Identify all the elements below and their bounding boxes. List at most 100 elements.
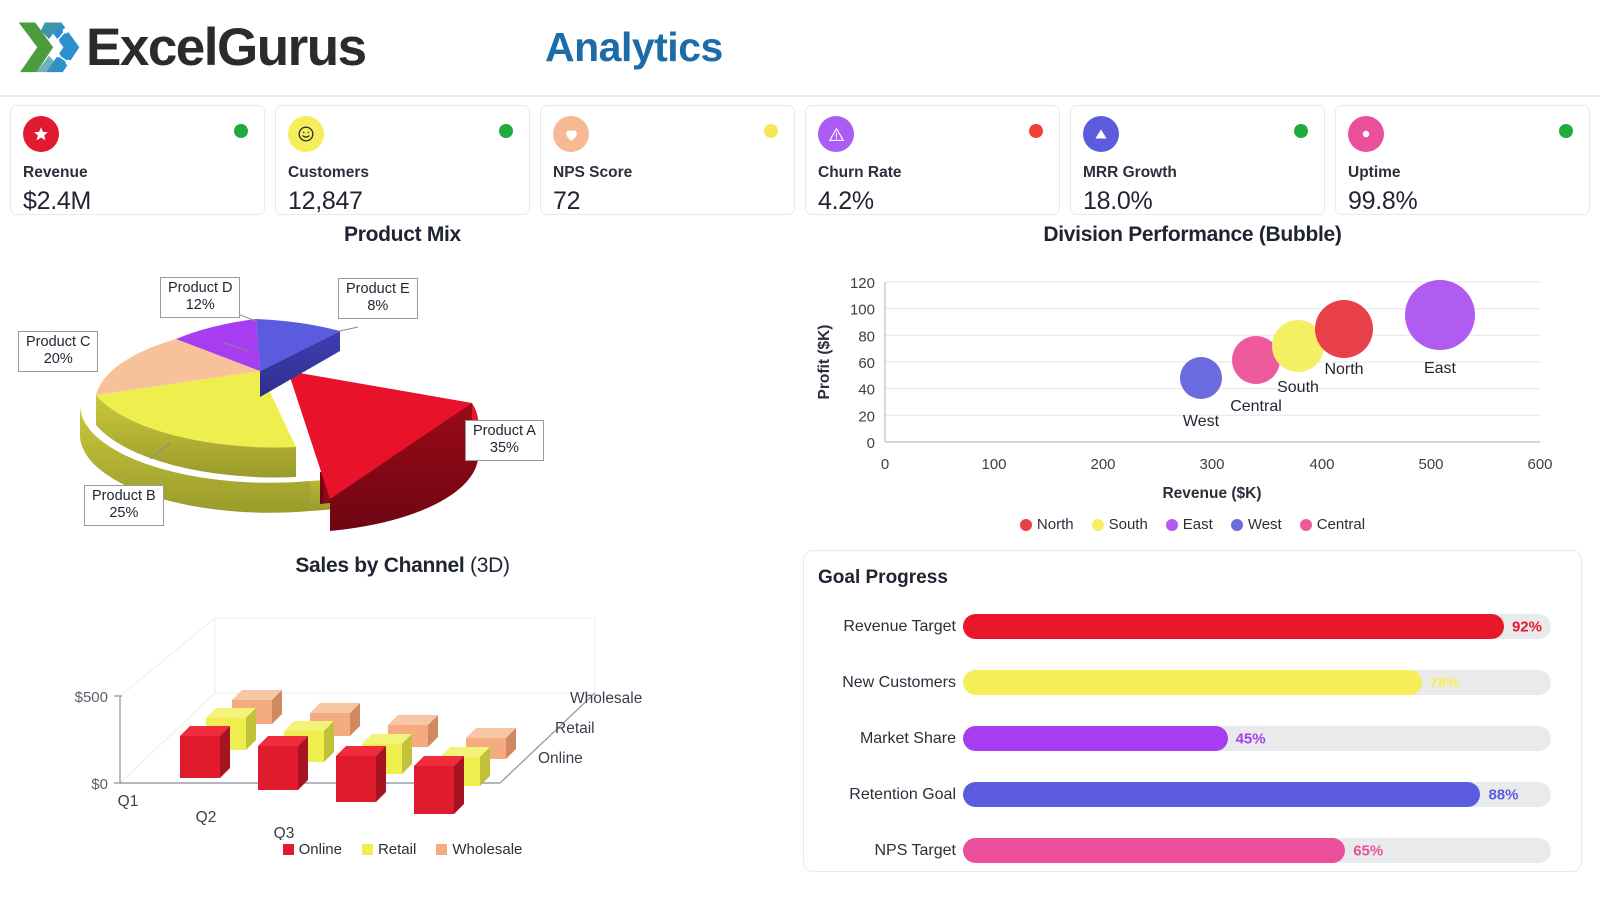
goal-percent: 92% (1511, 618, 1542, 635)
goal-row-market-share[interactable]: Market Share 45% (818, 715, 1551, 762)
bubble-y-axis-title: Profit ($K) (816, 325, 833, 400)
legend-item-central[interactable]: Central (1299, 516, 1365, 533)
kpi-label: MRR Growth (1083, 164, 1177, 181)
goal-track[interactable]: 65% (963, 838, 1551, 863)
product-mix-panel: Product Mix (10, 215, 795, 540)
pie-slice-product-c[interactable] (96, 339, 260, 395)
kpi-card-churn-rate[interactable]: Churn Rate 4.2% (805, 105, 1060, 215)
legend-item-east[interactable]: East (1165, 516, 1213, 533)
svg-text:500: 500 (1418, 456, 1443, 473)
kpi-card-mrr-growth[interactable]: MRR Growth 18.0% (1070, 105, 1325, 215)
bubble-central[interactable] (1232, 336, 1280, 384)
svg-text:200: 200 (1090, 456, 1115, 473)
svg-text:100: 100 (981, 456, 1006, 473)
bar3d-ytick-0: $0 (91, 776, 108, 793)
goal-label: New Customers (842, 673, 956, 691)
bubble-label-south: South (1277, 379, 1319, 396)
division-performance-title: Division Performance (Bubble) (1043, 223, 1342, 246)
status-badge (764, 124, 778, 138)
bubble-svg: 120 100 80 60 40 20 0 0 100 200 300 400 … (816, 275, 1553, 502)
goal-progress-panel: Goal Progress Revenue Target 92% New Cus… (795, 540, 1590, 884)
pie-slice-product-b[interactable] (90, 370, 296, 478)
dashboard-grid: Product Mix (0, 215, 1600, 884)
sales-by-channel-chart: $500 $0 (10, 578, 795, 858)
bar3d-ztick-online: Online (538, 750, 583, 767)
kpi-card-nps-score[interactable]: NPS Score 72 (540, 105, 795, 215)
bubble-west[interactable] (1180, 357, 1222, 399)
bar3d-bar[interactable] (180, 726, 230, 778)
legend-dot-north (1019, 518, 1032, 531)
bubble-east[interactable] (1405, 280, 1475, 350)
kpi-card-customers[interactable]: Customers 12,847 (275, 105, 530, 215)
kpi-label: Customers (288, 164, 369, 181)
goal-track[interactable]: 88% (963, 782, 1551, 807)
kpi-label: Churn Rate (818, 164, 902, 181)
legend-swatch-retail (361, 844, 373, 855)
donut-circle-icon (1348, 116, 1384, 152)
goal-percent: 65% (1353, 842, 1384, 859)
division-performance-chart: 120 100 80 60 40 20 0 0 100 200 300 400 … (795, 247, 1590, 514)
legend-label: East (1182, 516, 1213, 533)
svg-text:80: 80 (858, 328, 875, 345)
goal-row-retention-goal[interactable]: Retention Goal 88% (818, 771, 1551, 818)
bubble-label-east: East (1424, 360, 1457, 377)
goal-progress-title: Goal Progress (818, 567, 948, 588)
kpi-card-uptime[interactable]: Uptime 99.8% (1335, 105, 1590, 215)
brand-logo[interactable]: ExcelGurus (14, 17, 367, 79)
goal-fill (963, 670, 1422, 695)
goal-track[interactable]: 92% (963, 614, 1551, 639)
pie-slice-product-a[interactable] (280, 371, 479, 531)
legend-item-retail[interactable]: Retail (361, 841, 416, 858)
goal-row-nps-target[interactable]: NPS Target 65% (818, 827, 1551, 874)
kpi-card-revenue[interactable]: Revenue $2.4M (10, 105, 265, 215)
goal-track[interactable]: 45% (963, 726, 1551, 751)
pie-slice-product-e[interactable] (256, 319, 340, 397)
bubble-label-north: North (1324, 361, 1363, 378)
goal-track[interactable]: 78% (963, 670, 1551, 695)
brand-name: ExcelGurus (86, 18, 367, 77)
legend-dot-south (1091, 518, 1104, 531)
pie-callout-product-d: Product D 12% (160, 277, 241, 319)
page-title: Analytics (545, 24, 723, 70)
goal-label: Market Share (859, 729, 956, 747)
goal-row-new-customers[interactable]: New Customers 78% (818, 659, 1551, 706)
legend-item-wholesale[interactable]: Wholesale (436, 841, 522, 858)
legend-dot-west (1230, 518, 1243, 531)
bubble-north[interactable] (1315, 300, 1373, 358)
sales-by-channel-panel: Sales by Channel (3D) $500 $0 (10, 540, 795, 884)
pie-slice-product-d[interactable] (176, 319, 260, 371)
triangle-up-icon (1083, 116, 1119, 152)
bar3d-bar[interactable] (258, 736, 308, 790)
pie-svg (80, 310, 501, 531)
bubble-label-west: West (1183, 413, 1220, 430)
svg-text:40: 40 (858, 382, 875, 399)
bar3d-group-wholesale (232, 690, 516, 759)
bubble-south[interactable] (1272, 320, 1324, 372)
warning-triangle-icon (818, 116, 854, 152)
bar3d-bar[interactable] (336, 746, 386, 802)
kpi-value: 72 (553, 187, 581, 215)
division-performance-panel: Division Performance (Bubble) 120 100 (795, 215, 1590, 540)
legend-item-south[interactable]: South (1091, 516, 1148, 533)
legend-label: South (1108, 516, 1148, 533)
bar3d-svg: $500 $0 (75, 616, 642, 858)
kpi-label: Revenue (23, 164, 88, 181)
svg-text:120: 120 (850, 275, 875, 292)
goal-label: Retention Goal (849, 785, 956, 803)
smiley-face-icon (288, 116, 324, 152)
legend-label: Wholesale (452, 841, 523, 858)
bar3d-bar[interactable] (414, 756, 464, 814)
svg-text:100: 100 (850, 302, 875, 319)
status-badge (1029, 124, 1043, 138)
goal-progress-list: Revenue Target 92% New Customers 78% Mar… (818, 603, 1551, 874)
bubble-label-central: Central (1230, 398, 1282, 415)
goal-row-revenue-target[interactable]: Revenue Target 92% (818, 603, 1551, 650)
bar3d-ytick-500: $500 (75, 689, 108, 706)
legend-item-west[interactable]: West (1230, 516, 1282, 533)
goal-fill (963, 838, 1346, 863)
bubble-legend: North South East West Central (795, 516, 1590, 533)
heart-icon (553, 116, 589, 152)
legend-item-online[interactable]: Online (282, 841, 342, 858)
legend-item-north[interactable]: North (1019, 516, 1074, 533)
goal-fill (963, 726, 1228, 751)
